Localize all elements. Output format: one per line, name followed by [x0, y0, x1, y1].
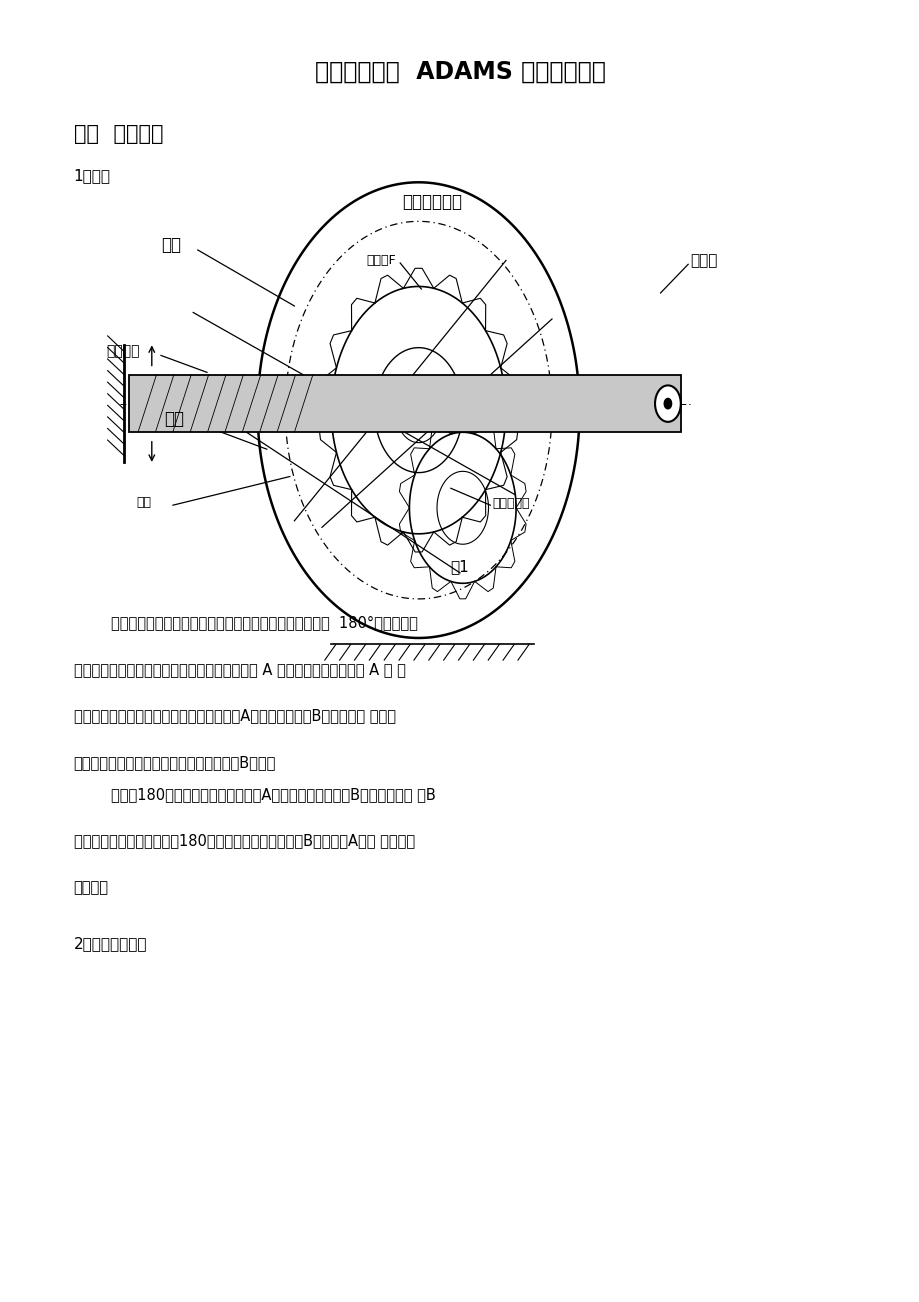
Text: 图1: 图1 [450, 559, 469, 574]
Text: （输出）换向。然后再经过180。的旋转后，销滑过连杆B撞击连杆A，再 次进行这: （输出）换向。然后再经过180。的旋转后，销滑过连杆B撞击连杆A，再 次进行这 [74, 833, 414, 849]
Text: 一、  题目分析: 一、 题目分析 [74, 124, 163, 145]
Circle shape [654, 385, 680, 422]
Text: 输入: 输入 [164, 410, 184, 428]
Text: 齿轮: 齿轮 [136, 496, 151, 509]
Text: 出轴和输出连杆（可以是工作构件）与连杆B相连。: 出轴和输出连杆（可以是工作构件）与连杆B相连。 [74, 755, 276, 771]
Text: 敲动连杆冲: 敲动连杆冲 [492, 497, 529, 510]
Text: 向。输入圆盘有一个过盈配合的销。它撞击连杆 A 使它顺时针旋转，连杆 A 依 次: 向。输入圆盘有一个过盈配合的销。它撞击连杆 A 使它顺时针旋转，连杆 A 依 次 [74, 661, 405, 677]
Text: 撞击销: 撞击销 [689, 253, 717, 268]
Text: 双连杆换向器: 双连杆换向器 [402, 193, 462, 211]
Text: 1、题目: 1、题目 [74, 168, 110, 184]
Text: 如上图所示，这个装置的功能是可使输出运动在输入盘转  180°之后自动换: 如上图所示，这个装置的功能是可使输出运动在输入盘转 180°之后自动换 [74, 615, 417, 630]
FancyBboxPatch shape [129, 375, 680, 432]
Text: 输出连杆: 输出连杆 [106, 345, 139, 358]
Text: 个循环。: 个循环。 [74, 880, 108, 896]
Text: 用它的齿轮部分（或者齿轮通过销钉与连杆A相连）驱动连杆B做逆时针转 动。输: 用它的齿轮部分（或者齿轮通过销钉与连杆A相连）驱动连杆B做逆时针转 动。输 [74, 708, 395, 724]
Text: 从动杆F: 从动杆F [366, 254, 395, 267]
Text: 输出: 输出 [161, 236, 181, 254]
Text: 双连杆换向器  ADAMS 机构分析报告: 双连杆换向器 ADAMS 机构分析报告 [314, 60, 605, 83]
Circle shape [664, 398, 671, 409]
Text: 在接近180。的旋转后，销滑过连杆A撞击与其相遇的连杆B，于是使得连 杆B: 在接近180。的旋转后，销滑过连杆A撞击与其相遇的连杆B，于是使得连 杆B [74, 786, 435, 802]
Text: 2、机构运动简图: 2、机构运动简图 [74, 936, 147, 952]
